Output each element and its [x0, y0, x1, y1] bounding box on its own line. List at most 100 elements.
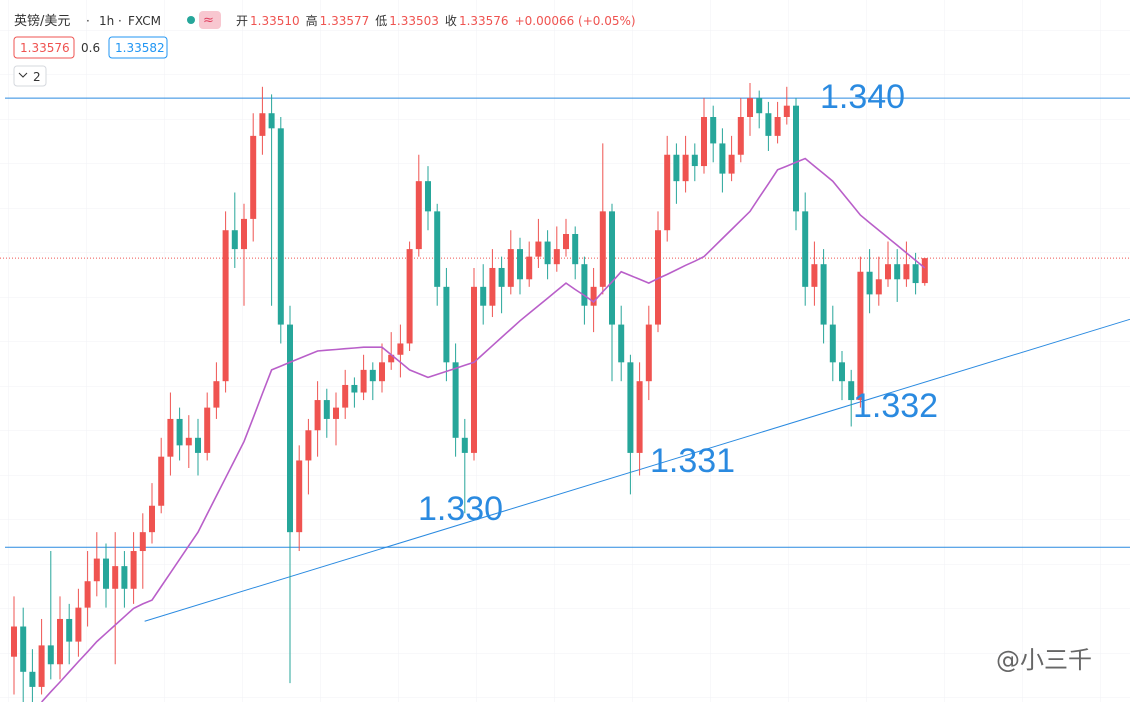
candle-body [829, 324, 836, 363]
candle-body [627, 362, 634, 453]
candle-body [691, 154, 698, 167]
candle-body [158, 456, 165, 506]
candle-body [112, 566, 119, 589]
candle-body [38, 645, 45, 687]
candle-body [710, 117, 717, 144]
candle-body [811, 264, 818, 287]
candle-body [682, 154, 689, 182]
candle-body [728, 154, 735, 174]
candle-body [66, 618, 73, 642]
ohlc-text: +0.00066 (+0.05%) [515, 14, 636, 28]
candle-body [204, 407, 211, 453]
candle-body [544, 241, 551, 265]
candle-body [645, 324, 652, 382]
candle-body [406, 249, 413, 344]
candle-body [369, 369, 376, 382]
candle-body [535, 241, 542, 257]
candle-body [259, 113, 266, 136]
ohlc-text: 1.33576 [459, 14, 509, 28]
candle-body [342, 384, 349, 408]
ohlc: 开 1.33510 高 1.33577 低 1.33503 收 1.33576 +0.00066… [236, 13, 636, 28]
ohlc-text: 开 [236, 14, 248, 28]
candle-body [498, 267, 505, 287]
candle-body [480, 286, 487, 306]
candle-body [425, 181, 431, 212]
interval: 1h [99, 14, 114, 28]
header: 英镑/美元 · 1h · FXCM ≈ 开 1.33510 高 1.33577 低 1.3… [13, 11, 636, 87]
candle-body [737, 117, 744, 155]
candle-body [305, 430, 312, 461]
ohlc-text: 高 [306, 13, 318, 28]
candle-body [875, 279, 882, 295]
plot [0, 83, 1130, 702]
candle-body [563, 234, 569, 250]
candle-body [774, 117, 781, 136]
candle-body [489, 267, 496, 306]
annotation: 1.332 [853, 387, 938, 425]
candle-body [314, 400, 321, 431]
candle-body [93, 558, 100, 582]
candle-body [103, 558, 109, 589]
candle-body [139, 532, 146, 552]
candle-body [351, 384, 358, 393]
annotation: 1.340 [820, 78, 905, 116]
candle-body [921, 258, 928, 284]
candle-body [526, 256, 533, 280]
candle-body [747, 98, 753, 117]
candle-body [517, 249, 523, 280]
status-dot [187, 16, 195, 24]
bid-box[interactable] [13, 36, 75, 59]
ohlc-text: 低 [375, 14, 387, 28]
candle-body [507, 249, 514, 287]
candle-body [912, 264, 919, 284]
candle-body [903, 264, 910, 280]
ohlc-text: 1.33510 [250, 14, 300, 28]
collapsed-count: 2 [33, 70, 41, 84]
candle-body [296, 460, 303, 533]
candle-body [277, 128, 284, 325]
candle-body [452, 362, 459, 438]
candle-body [793, 105, 799, 212]
candle-body [222, 230, 229, 382]
candle-body [618, 324, 625, 363]
ask-box[interactable] [108, 36, 168, 59]
candle-body [47, 645, 54, 665]
indicator-icon[interactable] [199, 11, 221, 29]
candle-body [765, 113, 772, 136]
candle-body [185, 437, 192, 446]
candle-body [360, 369, 367, 393]
candle-body [434, 211, 441, 287]
candle-body [783, 105, 790, 117]
candle-body [231, 230, 238, 250]
candle-body [213, 381, 220, 408]
candle-body [839, 362, 845, 382]
candle-body [121, 566, 128, 589]
candle-body [655, 230, 661, 325]
source: FXCM [128, 14, 161, 28]
candle-body [820, 264, 827, 325]
candle-body [415, 181, 422, 250]
candle-body [756, 98, 763, 114]
candle-body [719, 143, 726, 174]
candle-body [397, 343, 404, 355]
candle-body [857, 271, 864, 401]
collapse-button[interactable] [13, 65, 47, 87]
candle-body [323, 400, 330, 419]
candle-body [167, 418, 174, 457]
candle-body [20, 626, 27, 672]
candle-body [195, 437, 201, 453]
bid: 1.33576 [20, 41, 70, 55]
candle-body [75, 607, 82, 642]
candle-body [802, 211, 809, 287]
candle-body [333, 407, 339, 419]
candle-body [11, 626, 17, 657]
candle-body [673, 154, 680, 182]
candle-body [848, 381, 855, 401]
candle-body [250, 135, 257, 219]
candle-body [29, 671, 36, 687]
candle-body [268, 113, 275, 129]
candle-body [553, 249, 560, 265]
annotation: 1.331 [650, 442, 735, 480]
